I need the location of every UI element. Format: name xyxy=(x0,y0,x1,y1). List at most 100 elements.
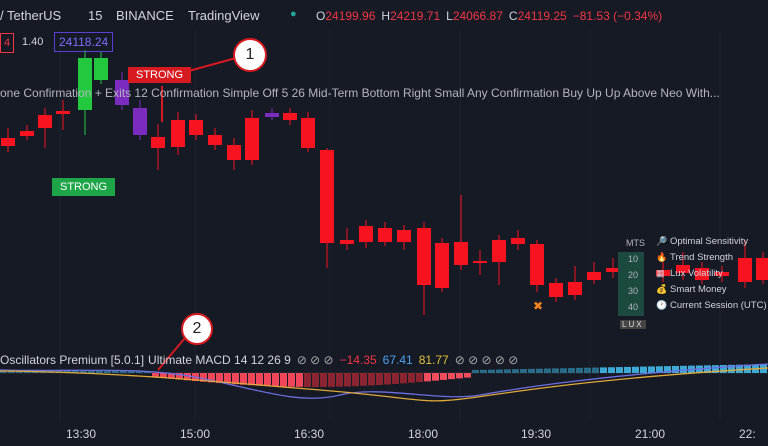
time-label: 19:30 xyxy=(521,427,552,441)
item-icon: 🔥 xyxy=(656,252,668,262)
symbol: / TetherUS xyxy=(0,8,62,23)
osc-bar xyxy=(376,373,383,385)
panel-item: Smart Money xyxy=(670,284,727,295)
candle-body xyxy=(227,145,241,160)
candle-body xyxy=(568,282,582,295)
level: 20 xyxy=(628,270,639,280)
osc-bar xyxy=(704,365,711,373)
time-label: 22: xyxy=(739,427,756,441)
osc-bar xyxy=(312,373,319,387)
strong-sell-label: STRONG xyxy=(128,67,192,83)
candle-body xyxy=(417,228,431,285)
price-label: 24118.24 xyxy=(54,32,114,52)
osc-bar xyxy=(184,373,191,381)
candle-body xyxy=(656,270,670,276)
osc-bar xyxy=(504,369,511,373)
candle-body xyxy=(133,108,147,135)
osc-bar xyxy=(344,373,351,387)
osc-bar xyxy=(512,369,519,373)
osc-bar xyxy=(624,366,631,373)
candle-body xyxy=(245,118,259,160)
osc-bar xyxy=(384,373,391,385)
osc-bar xyxy=(88,371,95,373)
osc-icons: ⊘ ⊘ ⊘ ⊘ ⊘ xyxy=(454,353,519,367)
candle-body xyxy=(473,261,487,263)
osc-bar xyxy=(16,371,23,373)
osc-bar xyxy=(608,367,615,373)
osc-bar xyxy=(432,373,439,381)
osc-bar xyxy=(616,367,623,373)
time-label: 16:30 xyxy=(294,427,325,441)
ohlc-label: O xyxy=(316,9,326,23)
oscillator-legend: Oscillators Premium [5.0.1] Ultimate MACD… xyxy=(0,353,518,367)
osc-bar xyxy=(664,366,671,373)
osc-bar xyxy=(200,373,207,382)
osc-bar xyxy=(392,373,399,384)
osc-bar xyxy=(712,365,719,373)
osc-bar xyxy=(456,373,463,379)
time-label: 18:00 xyxy=(408,427,439,441)
osc-bar xyxy=(592,367,599,373)
osc-bar xyxy=(464,373,471,378)
interval[interactable]: 15 xyxy=(88,8,103,23)
macd-line xyxy=(0,363,768,399)
exchange: BINANCE xyxy=(116,8,174,23)
osc-bar xyxy=(400,373,407,384)
osc-bar xyxy=(648,366,655,373)
osc-bar xyxy=(328,373,335,387)
candle-body xyxy=(340,240,354,244)
osc-bar xyxy=(0,371,7,373)
osc-bar xyxy=(720,365,727,373)
osc-bar xyxy=(152,373,159,378)
panel-item: Optimal Sensitivity xyxy=(670,236,749,247)
candle-body xyxy=(606,268,620,272)
osc-bar xyxy=(216,373,223,384)
candle-body xyxy=(301,118,315,148)
item-icon: 🕐 xyxy=(656,300,668,310)
osc-bar xyxy=(736,364,743,373)
ohlc-value: 24119.25 xyxy=(517,9,567,23)
osc-bar xyxy=(536,368,543,373)
candle-body xyxy=(38,115,52,128)
indicator-box: 4 xyxy=(0,33,14,53)
panel-item: Trend Strength xyxy=(670,252,734,263)
level: 10 xyxy=(628,254,639,264)
osc-bar xyxy=(672,365,679,373)
osc-bar xyxy=(8,371,15,373)
indicator-value: 1.40 xyxy=(22,36,44,48)
osc-bar xyxy=(280,373,287,387)
arrow xyxy=(157,337,186,371)
osc-bar xyxy=(360,373,367,386)
osc-bar xyxy=(96,371,103,373)
osc-value: 81.77 xyxy=(418,353,449,367)
osc-bar xyxy=(248,373,255,386)
osc-bar xyxy=(568,368,575,373)
candle-body xyxy=(20,131,34,136)
osc-bar xyxy=(288,373,295,387)
lux-badge: LUX xyxy=(620,320,646,329)
osc-bar xyxy=(416,373,423,383)
callout-2: 2 xyxy=(181,313,213,345)
candle-body xyxy=(397,230,411,242)
item-icon: ▦ xyxy=(656,268,665,278)
osc-bar xyxy=(104,371,111,373)
osc-bar xyxy=(440,373,447,380)
panel-header: MTS xyxy=(626,238,645,248)
candle-body xyxy=(530,244,544,285)
dashboard-panel: MTS 10 20 30 40 LUX 🔎 Optimal Sensitivity 🔥 Trend… xyxy=(616,236,767,332)
panel-item: Lux Volatility xyxy=(670,268,723,279)
osc-bar xyxy=(232,373,239,385)
osc-bar xyxy=(296,373,303,387)
osc-bar xyxy=(448,373,455,380)
osc-value: 67.41 xyxy=(382,353,413,367)
arrow xyxy=(184,57,237,73)
osc-bar xyxy=(336,373,343,387)
osc-bar xyxy=(600,367,607,373)
candle-body xyxy=(549,283,563,297)
ohlc-label: H xyxy=(381,9,391,23)
settings-text: one Confirmation + Exits 12 Confirmation… xyxy=(0,86,720,100)
osc-bar xyxy=(72,371,79,373)
osc-bar xyxy=(496,369,503,373)
candle-body xyxy=(320,150,334,243)
candle-body xyxy=(151,137,165,148)
